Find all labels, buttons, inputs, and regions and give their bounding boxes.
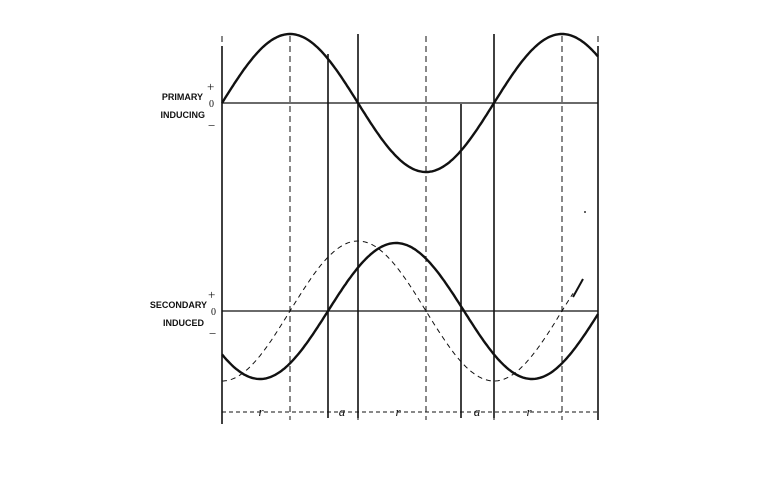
- segment-label-a-2: a: [474, 404, 481, 419]
- primary-zero-label: 0: [209, 99, 214, 110]
- paper-speck: [584, 211, 586, 213]
- secondary-plus-sign: +: [208, 287, 215, 302]
- primary-wave: [220, 32, 599, 174]
- secondary-minus-sign: −: [209, 326, 216, 341]
- segment-label-r-1: r: [258, 404, 264, 419]
- secondary-dashed-wave: [222, 240, 574, 382]
- primary-plus-sign: +: [207, 79, 214, 94]
- primary-minus-sign: −: [208, 118, 215, 133]
- primary-label: PRIMARY: [162, 92, 203, 102]
- segment-label-r-2: r: [395, 404, 401, 419]
- segment-label-a-1: a: [339, 404, 346, 419]
- induced-label: INDUCED: [163, 318, 205, 328]
- inducing-label: INDUCING: [161, 110, 206, 120]
- secondary-zero-label: 0: [211, 307, 216, 318]
- secondary-wave: [221, 241, 600, 381]
- dashed-wave-tail: [572, 278, 584, 298]
- segment-label-r-3: r: [526, 404, 532, 419]
- secondary-label: SECONDARY: [150, 300, 207, 310]
